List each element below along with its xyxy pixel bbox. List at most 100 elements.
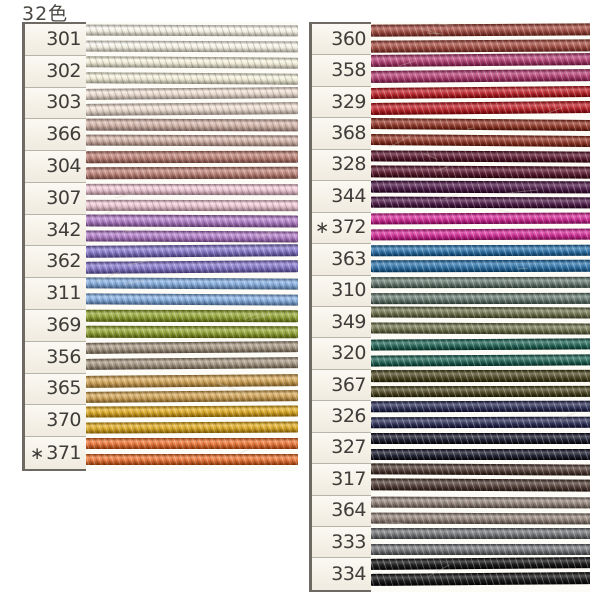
yarn-shading — [371, 370, 590, 382]
color-code-cell[interactable]: 333 — [312, 527, 371, 559]
yarn-strand — [371, 23, 590, 37]
yarn-strand — [371, 292, 590, 304]
yarn-skein — [86, 372, 298, 404]
yarn-twist-texture — [86, 24, 298, 37]
yarn-shading — [371, 53, 590, 68]
yarn-shading — [371, 118, 590, 132]
right-code-column: 360 358 329 368 328 344 ∗ 372 363 310 349 320 367 326… — [309, 22, 371, 592]
yarn-shading — [86, 230, 298, 243]
yarn-twist-texture — [371, 276, 590, 288]
yarn-skein-row[interactable] — [371, 368, 590, 399]
color-code-cell[interactable]: 328 — [312, 149, 371, 182]
yarn-skein-row[interactable] — [371, 431, 590, 462]
yarn-skein-row[interactable] — [371, 22, 590, 53]
yarn-skein-row[interactable] — [371, 242, 590, 273]
color-code-cell[interactable]: 370 — [25, 405, 86, 438]
color-code-cell[interactable]: 307 — [25, 182, 86, 215]
yarn-skein-row[interactable] — [86, 244, 298, 276]
yarn-shading — [86, 373, 298, 388]
yarn-skein-row[interactable] — [86, 340, 298, 372]
yarn-skein-row[interactable] — [371, 399, 590, 430]
yarn-shading — [371, 134, 590, 148]
color-code-cell[interactable]: 327 — [312, 432, 371, 465]
yarn-skein-row[interactable] — [86, 372, 298, 404]
yarn-skein-row[interactable] — [371, 148, 590, 179]
color-code-cell[interactable]: 310 — [312, 275, 371, 307]
color-code-cell[interactable]: 369 — [25, 310, 86, 342]
yarn-strand — [371, 306, 590, 319]
yarn-skein-row[interactable] — [86, 213, 298, 245]
yarn-skein — [86, 86, 298, 118]
yarn-skein-row[interactable] — [371, 494, 590, 525]
color-code-cell[interactable]: 304 — [25, 151, 86, 183]
yarn-twist-texture — [371, 244, 590, 257]
right-yarn-photo — [371, 22, 590, 592]
yarn-skein-row[interactable] — [371, 53, 590, 84]
yarn-skein-row[interactable] — [371, 116, 590, 148]
yarn-skein-row[interactable] — [86, 276, 298, 308]
yarn-shading — [371, 149, 590, 163]
yarn-skein-row[interactable] — [86, 117, 298, 149]
left-code-column: 301 302 303 366 304 307 342 362 311 369 356 365 370 ∗… — [22, 22, 86, 471]
color-code-label: 371 — [46, 441, 81, 464]
color-code-cell[interactable]: 358 — [312, 55, 371, 87]
yarn-shading — [86, 453, 298, 466]
yarn-skein-row[interactable] — [86, 22, 298, 54]
color-code-label: 329 — [331, 90, 366, 113]
color-code-cell[interactable]: 317 — [312, 464, 371, 496]
yarn-skein-row[interactable] — [86, 54, 298, 86]
color-code-cell[interactable]: 344 — [312, 181, 371, 213]
yarn-twist-texture — [86, 244, 298, 258]
color-code-cell[interactable]: 365 — [25, 373, 86, 406]
yarn-twist-texture — [371, 85, 590, 99]
yarn-skein-row[interactable] — [371, 336, 590, 368]
yarn-skein-row[interactable] — [86, 403, 298, 435]
yarn-strand — [86, 102, 298, 116]
color-code-cell[interactable]: 301 — [25, 24, 86, 56]
color-code-cell[interactable]: 302 — [25, 55, 86, 88]
yarn-skein-row[interactable] — [86, 86, 298, 118]
yarn-twist-texture — [371, 165, 590, 179]
yarn-skein — [371, 85, 590, 116]
color-code-cell[interactable]: 364 — [312, 495, 371, 527]
color-code-cell[interactable]: 320 — [312, 338, 371, 370]
yarn-skein-row[interactable] — [371, 211, 590, 242]
yarn-shading — [86, 340, 298, 355]
color-code-cell[interactable]: 360 — [312, 24, 371, 56]
yarn-twist-texture — [86, 134, 298, 148]
yarn-skein-row[interactable] — [86, 435, 298, 467]
yarn-strand — [86, 437, 298, 450]
yarn-skein-row[interactable] — [371, 274, 590, 305]
yarn-shading — [371, 101, 590, 115]
yarn-skein-row[interactable] — [371, 525, 590, 556]
yarn-skein-row[interactable] — [371, 556, 590, 587]
color-code-cell[interactable]: 342 — [25, 214, 86, 247]
color-code-cell[interactable]: ∗ 371 — [25, 437, 86, 469]
yarn-strand — [371, 448, 590, 460]
yarn-skein-row[interactable] — [371, 85, 590, 116]
yarn-skein-row[interactable] — [86, 308, 298, 340]
yarn-skein-row[interactable] — [86, 181, 298, 213]
color-code-cell[interactable]: 334 — [312, 558, 371, 590]
yarn-twist-texture — [371, 53, 590, 68]
yarn-skein-row[interactable] — [371, 305, 590, 336]
color-code-cell[interactable]: 326 — [312, 401, 371, 433]
color-code-cell[interactable]: 367 — [312, 369, 371, 402]
color-code-cell[interactable]: 366 — [25, 119, 86, 152]
yarn-skein-row[interactable] — [371, 462, 590, 493]
color-code-cell[interactable]: 311 — [25, 278, 86, 311]
color-code-cell[interactable]: 368 — [312, 118, 371, 150]
color-code-cell[interactable]: 363 — [312, 244, 371, 276]
color-code-cell[interactable]: 362 — [25, 246, 86, 279]
yarn-strand — [86, 183, 298, 196]
color-code-cell[interactable]: 329 — [312, 86, 371, 119]
yarn-twist-texture — [371, 511, 590, 525]
yarn-skein-row[interactable] — [86, 149, 298, 181]
color-code-label: 356 — [46, 345, 81, 368]
color-code-cell[interactable]: 349 — [312, 306, 371, 339]
yarn-twist-texture — [371, 496, 590, 509]
yarn-skein-row[interactable] — [371, 179, 590, 210]
color-code-cell[interactable]: 303 — [25, 87, 86, 120]
color-code-cell[interactable]: 356 — [25, 341, 86, 374]
color-code-cell[interactable]: ∗ 372 — [312, 212, 371, 245]
